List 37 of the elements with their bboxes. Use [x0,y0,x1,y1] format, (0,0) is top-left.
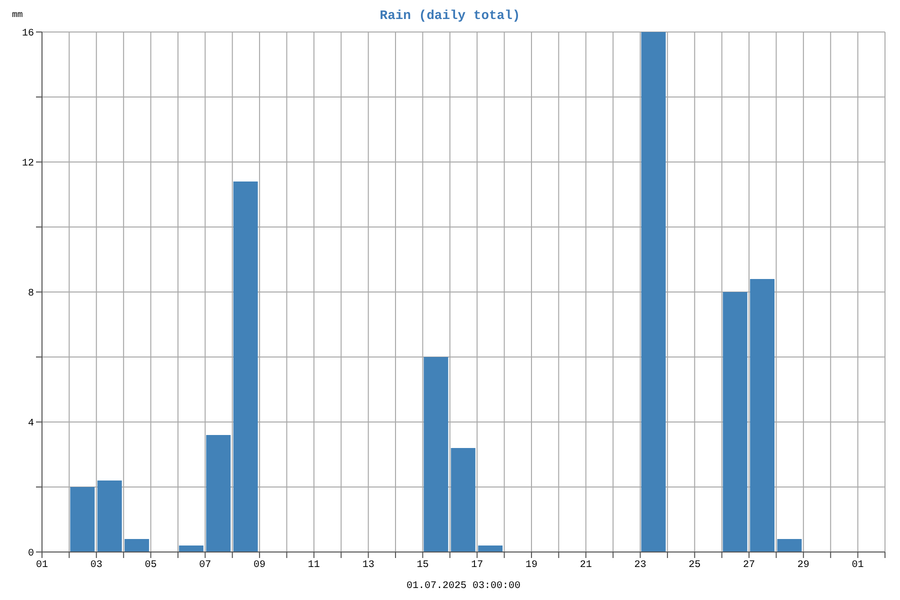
x-tick-label: 01 [852,560,864,572]
bar [722,292,748,552]
bar [777,539,802,552]
bar [97,480,122,552]
x-tick-label: 09 [254,560,266,572]
x-tick-label: 11 [308,560,320,572]
bar [70,487,95,552]
x-tick-label: 13 [362,560,374,572]
bar [124,539,150,552]
bar [641,32,666,552]
bar [450,448,476,552]
x-tick-label: 03 [90,560,102,572]
x-tick-label: 01 [36,560,48,572]
x-tick-label: 05 [144,560,157,572]
y-tick-label: 0 [28,548,34,560]
y-axis-title: mm [12,10,23,20]
bar [206,435,231,552]
bar [178,546,204,552]
bar [233,182,258,552]
y-tick-label: 12 [22,158,34,170]
x-tick-label: 21 [580,560,592,572]
x-axis-title: 01.07.2025 03:00:00 [406,581,521,592]
y-tick-label: 16 [22,28,34,40]
y-tick-label: 8 [28,288,34,300]
x-tick-label: 23 [634,560,646,572]
bar [750,279,775,552]
x-tick-label: 29 [797,560,810,572]
x-tick-label: 15 [416,560,429,572]
bar [424,357,448,552]
x-tick-label: 27 [743,560,756,572]
x-tick-label: 07 [199,560,212,572]
x-tick-label: 19 [525,560,538,572]
chart-title: Rain (daily total) [380,8,520,23]
x-tick-label: 17 [471,560,484,572]
x-tick-label: 25 [688,560,701,572]
y-tick-label: 4 [28,418,34,430]
bar [478,546,503,552]
